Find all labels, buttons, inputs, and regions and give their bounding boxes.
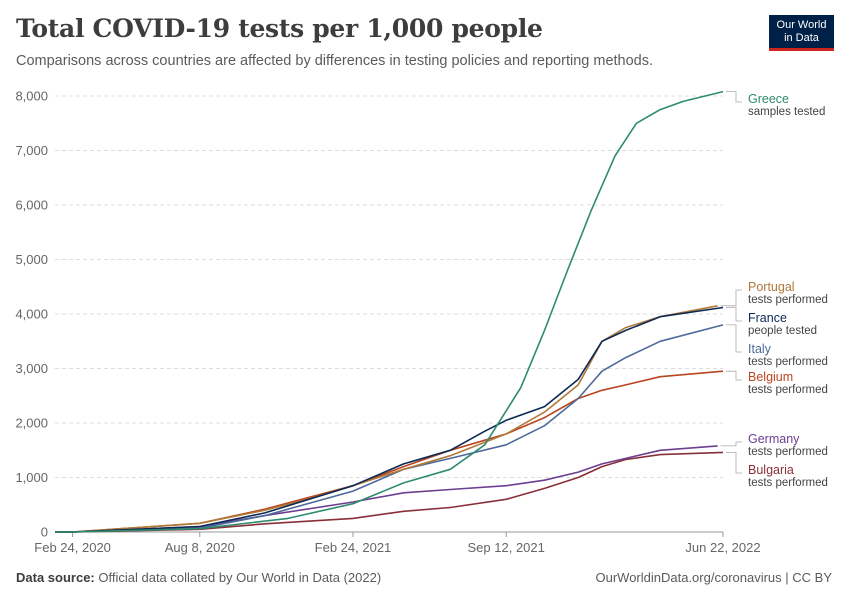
legend-connector-bulgaria bbox=[726, 452, 742, 474]
legend-note-germany: tests performed bbox=[748, 446, 828, 458]
owid-logo[interactable]: Our World in Data bbox=[769, 15, 834, 51]
y-tick-label: 4,000 bbox=[15, 307, 48, 322]
legend-connector-italy bbox=[726, 324, 742, 353]
logo-line-1: Our World bbox=[776, 19, 827, 31]
series-line-greece bbox=[55, 90, 724, 533]
series-line-bulgaria bbox=[55, 451, 724, 533]
x-tick-label: Aug 8, 2020 bbox=[165, 540, 235, 555]
y-tick-label: 3,000 bbox=[15, 361, 48, 376]
legend-connector-france bbox=[726, 307, 742, 322]
series-line-portugal bbox=[55, 305, 718, 533]
legend-connector-portugal bbox=[720, 289, 742, 307]
legend-note-france: people tested bbox=[748, 325, 817, 337]
logo-line-2: in Data bbox=[784, 31, 819, 44]
data-source-text[interactable]: Official data collated by Our World in D… bbox=[98, 570, 382, 585]
y-tick-label: 0 bbox=[41, 525, 48, 540]
chart-subtitle: Comparisons across countries are affecte… bbox=[16, 53, 654, 69]
series-line-france bbox=[55, 306, 724, 533]
x-tick-label: Feb 24, 2020 bbox=[34, 540, 111, 555]
legend-note-bulgaria: tests performed bbox=[748, 477, 828, 489]
data-source-note: Data source: Official data collated by O… bbox=[16, 570, 381, 585]
legend-note-belgium: tests performed bbox=[748, 384, 828, 396]
legend-label-greece: Greece bbox=[748, 92, 789, 106]
legend-label-italy: Italy bbox=[748, 342, 772, 356]
legend-label-portugal: Portugal bbox=[748, 280, 795, 294]
legend-label-bulgaria: Bulgaria bbox=[748, 463, 794, 477]
y-tick-label: 1,000 bbox=[15, 470, 48, 485]
x-tick-label: Jun 22, 2022 bbox=[685, 540, 760, 555]
legend-note-portugal: tests performed bbox=[748, 294, 828, 306]
legend-label-germany: Germany bbox=[748, 432, 800, 446]
legend-label-france: France bbox=[748, 311, 787, 325]
series-line-belgium bbox=[55, 370, 724, 533]
legend-connector-greece bbox=[726, 91, 742, 103]
legend-connector-germany bbox=[720, 441, 742, 447]
series-line-germany bbox=[55, 445, 718, 533]
legend-connector-belgium bbox=[726, 370, 742, 381]
y-tick-label: 2,000 bbox=[15, 416, 48, 431]
chart-title: Total COVID-19 tests per 1,000 people bbox=[16, 14, 543, 43]
x-tick-label: Feb 24, 2021 bbox=[315, 540, 392, 555]
y-tick-label: 7,000 bbox=[15, 143, 48, 158]
y-tick-label: 8,000 bbox=[15, 89, 48, 104]
y-tick-label: 6,000 bbox=[15, 198, 48, 213]
legend-note-italy: tests performed bbox=[748, 356, 828, 368]
x-tick-label: Sep 12, 2021 bbox=[468, 540, 545, 555]
legend-label-belgium: Belgium bbox=[748, 370, 793, 384]
data-source-label: Data source: bbox=[16, 570, 95, 585]
series-line-italy bbox=[55, 324, 724, 533]
y-tick-label: 5,000 bbox=[15, 252, 48, 267]
footer-link[interactable]: OurWorldinData.org/coronavirus | CC BY bbox=[595, 570, 832, 585]
legend-note-greece: samples tested bbox=[748, 106, 825, 118]
